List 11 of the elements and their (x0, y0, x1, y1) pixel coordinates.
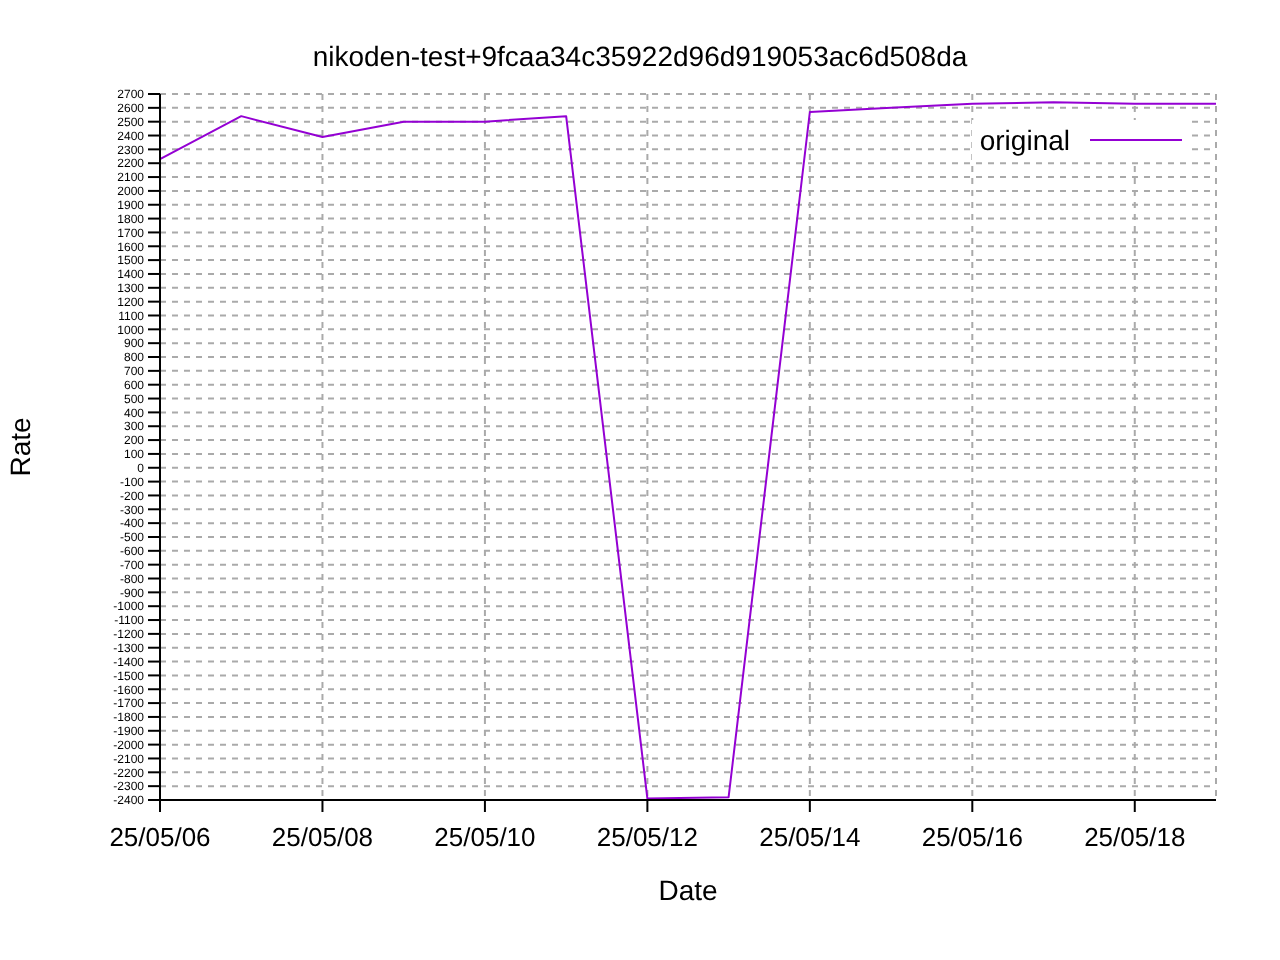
x-tick-label: 25/05/12 (596, 822, 698, 853)
legend-label: original (979, 124, 1070, 156)
x-axis-title: Date (658, 874, 718, 906)
x-tick-label: 25/05/18 (1084, 822, 1186, 853)
y-axis-title: Rate (3, 417, 36, 477)
x-tick-label: 25/05/08 (271, 822, 374, 853)
x-tick-label: 25/05/16 (921, 822, 1023, 853)
chart-title: nikoden-test+9fcaa34c35922d96d919053ac6d508da (310, 40, 970, 72)
x-tick-label: 25/05/06 (109, 822, 211, 853)
x-tick-label: 25/05/14 (759, 822, 861, 853)
x-tick-label: 25/05/10 (434, 822, 536, 853)
